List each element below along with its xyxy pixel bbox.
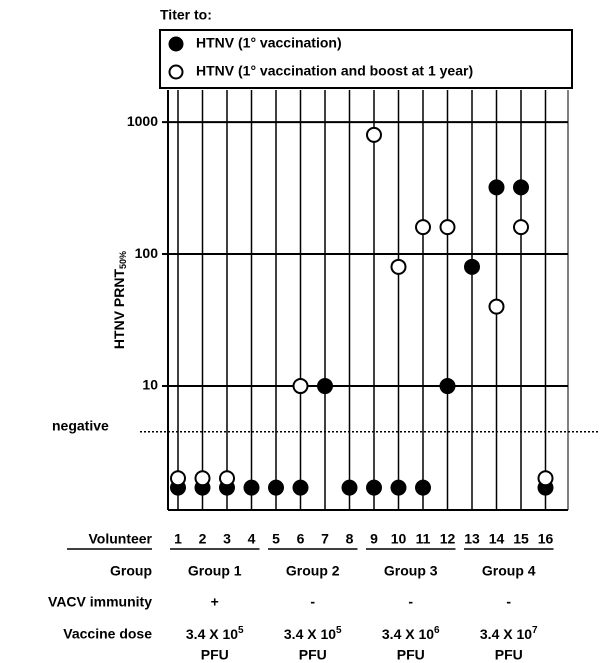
dose-exponent: 6 (434, 625, 440, 636)
dose-base: 3.4 X 10 (480, 626, 532, 642)
volunteer-label: 1 (174, 531, 182, 547)
table-cell: Group 2 (286, 563, 340, 579)
dose-unit: PFU (495, 647, 523, 663)
data-point (439, 219, 456, 236)
threshold-label: negative (52, 418, 109, 434)
legend-label: HTNV (1° vaccination and boost at 1 year… (196, 63, 473, 79)
y-axis-label-main: HTNV PRNT (111, 269, 127, 350)
y-axis-label: HTNV PRNT50% (111, 251, 129, 349)
data-point (194, 470, 211, 487)
dose-value: 3.4 X 106 (382, 625, 440, 642)
volunteer-label: 3 (223, 531, 231, 547)
table-cell: - (506, 594, 511, 610)
row-label: VACV immunity (48, 594, 152, 610)
data-point (292, 378, 309, 395)
legend-marker (168, 36, 184, 52)
dose-unit: PFU (397, 647, 425, 663)
y-tick-label: 100 (135, 245, 159, 261)
data-point (439, 378, 456, 395)
dose-value: 3.4 X 105 (284, 625, 342, 642)
data-point (464, 258, 480, 275)
dose-value: 3.4 X 107 (480, 625, 538, 642)
table-cell: Group 1 (188, 563, 242, 579)
volunteer-label: 10 (391, 531, 407, 547)
table-cell: Group 3 (384, 563, 438, 579)
volunteer-label: 14 (489, 531, 505, 547)
data-point (537, 470, 554, 487)
data-point (513, 219, 529, 236)
volunteer-label: 11 (416, 531, 431, 547)
data-point (390, 479, 407, 496)
table-cell: - (310, 594, 315, 610)
volunteer-label: 8 (346, 531, 354, 547)
legend-label: HTNV (1° vaccination) (196, 35, 342, 51)
dose-unit: PFU (201, 647, 229, 663)
table-cell: - (408, 594, 413, 610)
data-point (317, 378, 333, 395)
dose-value: 3.4 X 105 (186, 625, 244, 642)
y-axis-label-sub: 50% (118, 251, 128, 269)
y-tick-label: 1000 (127, 113, 158, 129)
dose-base: 3.4 X 10 (186, 626, 238, 642)
data-point (415, 219, 431, 236)
volunteer-label: 9 (370, 531, 378, 547)
data-point (488, 298, 505, 315)
dose-base: 3.4 X 10 (284, 626, 336, 642)
volunteer-label: 12 (440, 531, 456, 547)
volunteer-label: 7 (321, 531, 329, 547)
dose-base: 3.4 X 10 (382, 626, 434, 642)
volunteer-label: 15 (513, 531, 529, 547)
volunteer-label: 13 (464, 531, 480, 547)
data-point (219, 470, 235, 487)
legend-box (159, 29, 573, 89)
dose-exponent: 5 (238, 625, 244, 636)
data-point (366, 479, 382, 496)
data-point (488, 179, 505, 196)
data-point (390, 258, 407, 275)
data-point (341, 479, 358, 496)
table-cell: + (211, 594, 219, 610)
dose-exponent: 7 (532, 625, 538, 636)
data-point (366, 126, 382, 143)
row-label: Group (110, 563, 152, 579)
data-point (268, 479, 284, 496)
volunteer-label: 4 (248, 531, 256, 547)
y-tick-label: 10 (142, 377, 158, 393)
row-label: Vaccine dose (63, 626, 152, 642)
table-cell: Group 4 (482, 563, 536, 579)
volunteer-label: 2 (199, 531, 207, 547)
legend-marker (168, 64, 184, 80)
legend-title: Titer to: (160, 7, 212, 23)
dose-unit: PFU (299, 647, 327, 663)
row-label: Volunteer (88, 531, 152, 547)
volunteer-label: 5 (272, 531, 280, 547)
volunteer-label: 16 (538, 531, 554, 547)
data-point (415, 479, 431, 496)
dose-exponent: 5 (336, 625, 342, 636)
data-point (243, 479, 260, 496)
volunteer-label: 6 (297, 531, 305, 547)
data-point (292, 479, 309, 496)
data-point (513, 179, 529, 196)
data-point (170, 470, 186, 487)
